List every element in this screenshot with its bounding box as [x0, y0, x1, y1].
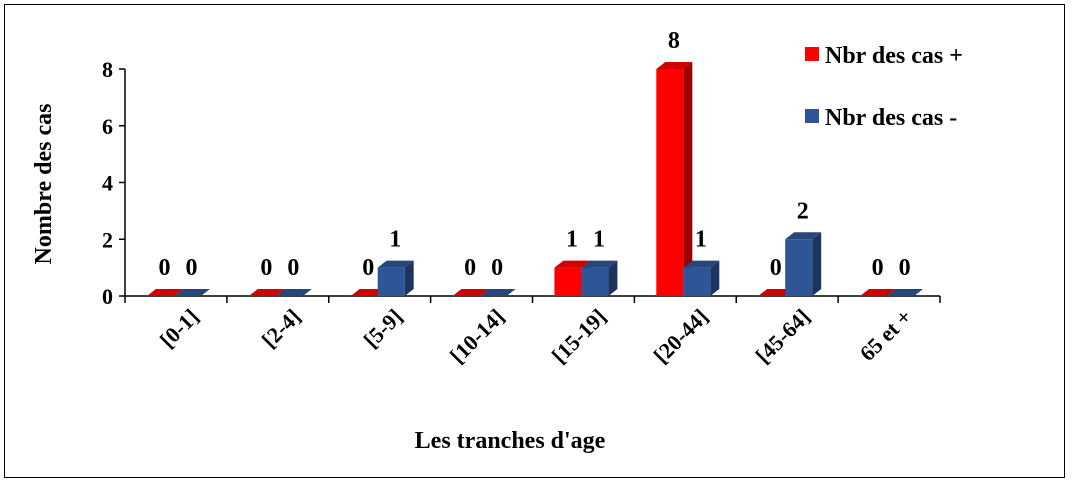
legend-label: Nbr des cas -	[825, 105, 957, 131]
data-label: 0	[362, 255, 374, 281]
bars	[146, 62, 924, 296]
legend-item-negative: Nbr des cas -	[805, 105, 957, 131]
data-label: 0	[770, 255, 782, 281]
legend-label: Nbr des cas +	[825, 43, 963, 69]
y-tick-label: 6	[102, 114, 113, 139]
y-axis-ticks: 0 2 4 6 8	[102, 57, 125, 309]
bar-negative-0	[173, 289, 210, 296]
x-tick-label: [20-44]	[649, 304, 713, 368]
data-label: 0	[260, 255, 272, 281]
x-axis-ticks	[124, 296, 941, 303]
y-tick-label: 2	[102, 227, 113, 252]
bar-negative-7	[887, 289, 924, 296]
y-tick-label: 8	[102, 57, 113, 82]
bar-positive-1	[248, 289, 285, 296]
bar-negative-2	[377, 260, 414, 296]
y-tick-label: 4	[102, 171, 113, 196]
data-label: 0	[491, 255, 503, 281]
x-tick-label: [15-19]	[547, 304, 611, 368]
x-tick-label: [0-1]	[155, 304, 204, 353]
x-tick-label: 65 et +	[855, 304, 917, 366]
data-label: 0	[872, 255, 884, 281]
data-label: 0	[899, 255, 911, 281]
legend-item-positive: Nbr des cas +	[805, 43, 963, 69]
bar-negative-6	[785, 232, 822, 296]
x-tick-label: [2-4]	[257, 304, 306, 353]
x-tick-label: [5-9]	[358, 304, 407, 353]
data-label: 8	[668, 28, 680, 54]
bar-negative-5	[683, 260, 720, 296]
x-tick-label: [10-14]	[445, 304, 509, 368]
legend: Nbr des cas + Nbr des cas -	[805, 43, 963, 131]
legend-swatch	[805, 109, 819, 123]
legend-swatch	[805, 47, 819, 61]
category-labels: [0-1] [2-4] [5-9] [10-14] [15-19] [20-44] [45-…	[155, 304, 917, 368]
data-label: 0	[287, 255, 299, 281]
data-label: 0	[464, 255, 476, 281]
x-axis-title: Les tranches d'age	[415, 428, 606, 454]
bar-positive-5	[656, 62, 693, 296]
x-tick-label: [45-64]	[750, 304, 814, 368]
y-tick-label: 0	[102, 284, 113, 309]
bar-positive-0	[146, 289, 183, 296]
data-label: 1	[695, 227, 707, 253]
data-label: 2	[797, 198, 809, 224]
bar-negative-4	[581, 260, 618, 296]
bar-negative-1	[275, 289, 312, 296]
data-label: 1	[389, 227, 401, 253]
data-label: 0	[158, 255, 170, 281]
bar-positive-7	[860, 289, 897, 296]
data-label: 0	[185, 255, 197, 281]
data-label: 1	[593, 227, 605, 253]
bar-positive-3	[452, 289, 489, 296]
bar-negative-3	[479, 289, 516, 296]
data-label: 1	[566, 227, 578, 253]
y-axis-title: Nombre des cas	[31, 104, 57, 265]
